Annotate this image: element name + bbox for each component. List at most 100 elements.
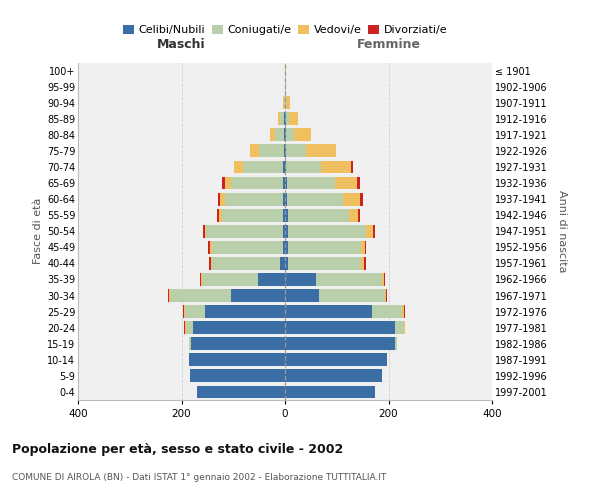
Bar	[286, 96, 290, 109]
Bar	[285, 305, 372, 318]
Bar	[306, 144, 336, 158]
Bar	[280, 257, 285, 270]
Bar	[275, 128, 284, 141]
Bar	[287, 225, 366, 237]
Bar	[361, 241, 365, 254]
Bar	[365, 241, 366, 254]
Bar	[360, 192, 362, 205]
Bar	[285, 386, 374, 398]
Bar	[184, 305, 185, 318]
Bar	[284, 144, 285, 158]
Bar	[203, 225, 205, 237]
Bar	[382, 273, 384, 286]
Bar	[361, 257, 364, 270]
Bar	[184, 322, 185, 334]
Bar	[283, 160, 285, 173]
Bar	[223, 176, 225, 190]
Bar	[280, 112, 284, 125]
Bar	[220, 192, 225, 205]
Text: Maschi: Maschi	[157, 38, 206, 52]
Bar	[217, 209, 219, 222]
Bar	[219, 209, 222, 222]
Bar	[373, 225, 375, 237]
Bar	[259, 144, 284, 158]
Bar	[321, 160, 351, 173]
Bar	[349, 209, 358, 222]
Bar	[286, 112, 289, 125]
Bar	[205, 305, 285, 318]
Bar	[250, 144, 259, 158]
Bar	[208, 241, 211, 254]
Bar	[189, 338, 191, 350]
Bar	[190, 370, 285, 382]
Bar	[358, 209, 360, 222]
Bar	[395, 322, 404, 334]
Bar	[209, 257, 211, 270]
Bar	[294, 128, 311, 141]
Bar	[167, 289, 169, 302]
Y-axis label: Anni di nascita: Anni di nascita	[557, 190, 567, 272]
Bar	[395, 338, 397, 350]
Y-axis label: Fasce di età: Fasce di età	[32, 198, 43, 264]
Bar	[205, 225, 206, 237]
Bar	[285, 96, 286, 109]
Bar	[169, 289, 170, 302]
Bar	[283, 192, 285, 205]
Bar	[243, 160, 283, 173]
Bar	[285, 370, 382, 382]
Bar	[225, 192, 283, 205]
Bar	[231, 176, 283, 190]
Bar	[285, 257, 287, 270]
Bar	[385, 289, 386, 302]
Bar	[286, 160, 321, 173]
Bar	[287, 209, 349, 222]
Bar	[364, 257, 366, 270]
Bar	[402, 305, 404, 318]
Bar	[285, 289, 319, 302]
Bar	[286, 128, 294, 141]
Bar	[211, 241, 212, 254]
Bar	[343, 192, 360, 205]
Bar	[278, 112, 280, 125]
Bar	[211, 257, 212, 270]
Text: COMUNE DI AIROLA (BN) - Dati ISTAT 1° gennaio 2002 - Elaborazione TUTTITALIA.IT: COMUNE DI AIROLA (BN) - Dati ISTAT 1° ge…	[12, 472, 386, 482]
Bar	[185, 322, 193, 334]
Bar	[191, 338, 285, 350]
Bar	[286, 144, 306, 158]
Bar	[372, 305, 402, 318]
Bar	[316, 273, 382, 286]
Bar	[283, 225, 285, 237]
Bar	[285, 225, 287, 237]
Bar	[287, 176, 335, 190]
Bar	[289, 112, 298, 125]
Bar	[287, 192, 343, 205]
Bar	[285, 176, 287, 190]
Bar	[200, 273, 201, 286]
Text: Popolazione per età, sesso e stato civile - 2002: Popolazione per età, sesso e stato civil…	[12, 442, 343, 456]
Bar	[183, 305, 184, 318]
Bar	[283, 176, 285, 190]
Bar	[285, 338, 395, 350]
Bar	[285, 160, 286, 173]
Bar	[283, 241, 285, 254]
Bar	[285, 209, 287, 222]
Bar	[283, 209, 285, 222]
Bar	[225, 176, 231, 190]
Bar	[287, 257, 361, 270]
Bar	[357, 176, 359, 190]
Bar	[404, 322, 405, 334]
Bar	[270, 128, 275, 141]
Bar	[284, 96, 285, 109]
Bar	[218, 192, 220, 205]
Bar	[287, 241, 361, 254]
Bar	[285, 144, 286, 158]
Bar	[351, 160, 353, 173]
Legend: Celibi/Nubili, Coniugati/e, Vedovi/e, Divorziati/e: Celibi/Nubili, Coniugati/e, Vedovi/e, Di…	[121, 22, 449, 38]
Bar	[206, 225, 283, 237]
Bar	[285, 192, 287, 205]
Bar	[222, 209, 283, 222]
Bar	[386, 289, 388, 302]
Bar	[285, 273, 316, 286]
Bar	[285, 354, 388, 366]
Bar	[319, 289, 385, 302]
